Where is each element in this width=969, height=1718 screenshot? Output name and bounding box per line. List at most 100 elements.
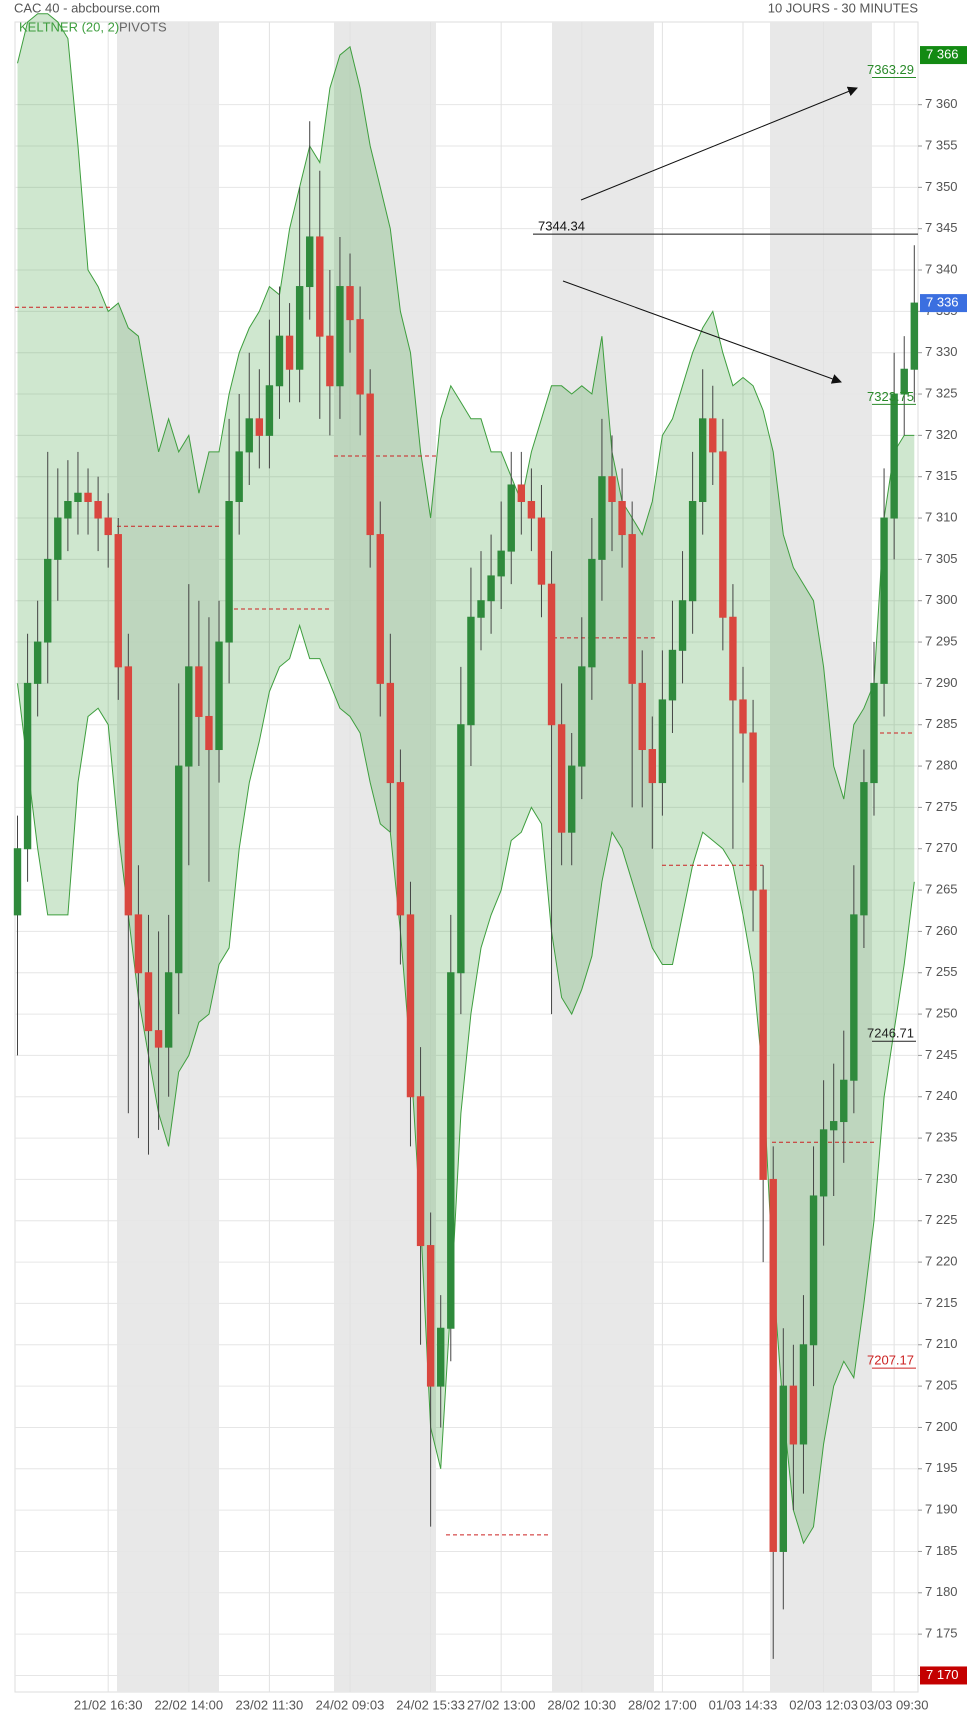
candle-body bbox=[84, 492, 92, 503]
price-tag-label: 7 366 bbox=[926, 47, 959, 62]
candle-body bbox=[719, 451, 727, 618]
y-tick-label: 7 190 bbox=[925, 1502, 958, 1517]
price-tag bbox=[920, 46, 967, 65]
candle-body bbox=[346, 286, 354, 321]
y-tick-label: 7 225 bbox=[925, 1212, 958, 1227]
y-tick-label: 7 215 bbox=[925, 1295, 958, 1310]
y-tick-label: 7 220 bbox=[925, 1254, 958, 1269]
candle-body bbox=[185, 666, 193, 767]
level-label: 7246.71 bbox=[867, 1026, 914, 1041]
candle-body bbox=[54, 517, 62, 560]
y-tick-label: 7 310 bbox=[925, 509, 958, 524]
candle-body bbox=[416, 1096, 425, 1247]
candle-body bbox=[628, 534, 636, 684]
candle-body bbox=[195, 666, 203, 717]
y-tick-label: 7 250 bbox=[925, 1006, 958, 1021]
y-tick-label: 7 195 bbox=[925, 1460, 958, 1475]
y-tick-label: 7 175 bbox=[925, 1626, 958, 1641]
candle-body bbox=[225, 501, 233, 643]
candle-body bbox=[608, 476, 616, 503]
candle-body bbox=[104, 517, 112, 536]
candle-body bbox=[769, 1178, 777, 1552]
y-tick-label: 7 235 bbox=[925, 1130, 958, 1145]
candle-body bbox=[578, 666, 586, 767]
session-band bbox=[552, 22, 654, 1692]
candle-body bbox=[517, 484, 526, 503]
candle-body bbox=[326, 335, 334, 387]
y-tick-label: 7 300 bbox=[925, 592, 958, 607]
candle-body bbox=[698, 418, 707, 503]
candle-body bbox=[870, 682, 878, 784]
candle-body bbox=[840, 1079, 848, 1123]
x-tick-label: 28/02 10:30 bbox=[547, 1697, 616, 1712]
y-tick-label: 7 210 bbox=[925, 1336, 958, 1351]
candle-body bbox=[890, 393, 898, 519]
x-tick-label: 01/03 14:33 bbox=[709, 1697, 778, 1712]
candle-body bbox=[900, 368, 908, 395]
candle-body bbox=[588, 558, 596, 668]
candle-body bbox=[759, 889, 767, 1180]
x-tick-label: 24/02 15:33 bbox=[396, 1697, 465, 1712]
candle-body bbox=[406, 914, 415, 1098]
candle-body bbox=[557, 724, 566, 833]
price-tag-label: 7 336 bbox=[926, 295, 959, 310]
candle-body bbox=[285, 335, 294, 370]
candle-body bbox=[829, 1121, 838, 1131]
candle-body bbox=[507, 484, 515, 552]
candle-body bbox=[598, 476, 606, 560]
x-tick-label: 28/02 17:00 bbox=[628, 1697, 697, 1712]
candle-body bbox=[124, 666, 133, 916]
legend-pivots: PIVOTS bbox=[119, 19, 167, 34]
candle-body bbox=[779, 1385, 788, 1552]
candle-body bbox=[809, 1195, 818, 1346]
candle-body bbox=[64, 501, 72, 519]
y-tick-label: 7 340 bbox=[925, 261, 958, 276]
y-tick-label: 7 180 bbox=[925, 1584, 958, 1599]
candle-body bbox=[396, 782, 405, 916]
candle-body bbox=[447, 972, 455, 1329]
candle-body bbox=[164, 972, 173, 1048]
candle-body bbox=[23, 682, 32, 850]
y-tick-label: 7 290 bbox=[925, 675, 958, 690]
chart-title: CAC 40 - abcbourse.com bbox=[14, 0, 160, 15]
candle-body bbox=[306, 236, 314, 288]
candle-body bbox=[457, 724, 465, 974]
y-tick-label: 7 350 bbox=[925, 179, 958, 194]
candle-body bbox=[215, 641, 223, 751]
x-tick-label: 03/03 09:30 bbox=[860, 1697, 929, 1712]
x-tick-label: 27/02 13:00 bbox=[467, 1697, 536, 1712]
y-tick-label: 7 275 bbox=[925, 799, 958, 814]
y-tick-label: 7 200 bbox=[925, 1419, 958, 1434]
candle-body bbox=[749, 732, 757, 891]
candle-body bbox=[265, 385, 274, 436]
candle-body bbox=[547, 583, 556, 726]
keltner-area bbox=[17, 13, 915, 1544]
candle-body bbox=[74, 492, 82, 503]
keltner-upper bbox=[17, 13, 915, 800]
price-tag bbox=[920, 1666, 967, 1685]
price-tag bbox=[920, 294, 967, 313]
candle-body bbox=[175, 765, 183, 974]
candle-body bbox=[910, 302, 918, 370]
legend-keltner: KELTNER (20, 2) bbox=[19, 19, 119, 34]
y-tick-label: 7 260 bbox=[925, 923, 958, 938]
candle-body bbox=[144, 972, 153, 1032]
candle-body bbox=[819, 1129, 828, 1197]
candle-body bbox=[638, 682, 646, 751]
candle-body bbox=[618, 501, 626, 536]
candle-body bbox=[487, 575, 495, 602]
candle-body bbox=[568, 765, 576, 833]
candle-body bbox=[850, 914, 858, 1081]
y-tick-label: 7 360 bbox=[925, 96, 958, 111]
candle-body bbox=[336, 286, 344, 387]
candle-body bbox=[44, 558, 52, 643]
candle-body bbox=[527, 501, 536, 519]
level-label: 7207.17 bbox=[867, 1353, 914, 1368]
y-tick-label: 7 230 bbox=[925, 1171, 958, 1186]
candle-body bbox=[729, 616, 737, 701]
candle-body bbox=[13, 848, 22, 916]
candle-body bbox=[688, 501, 697, 602]
y-tick-label: 7 240 bbox=[925, 1088, 958, 1103]
arrow bbox=[580, 86, 858, 201]
